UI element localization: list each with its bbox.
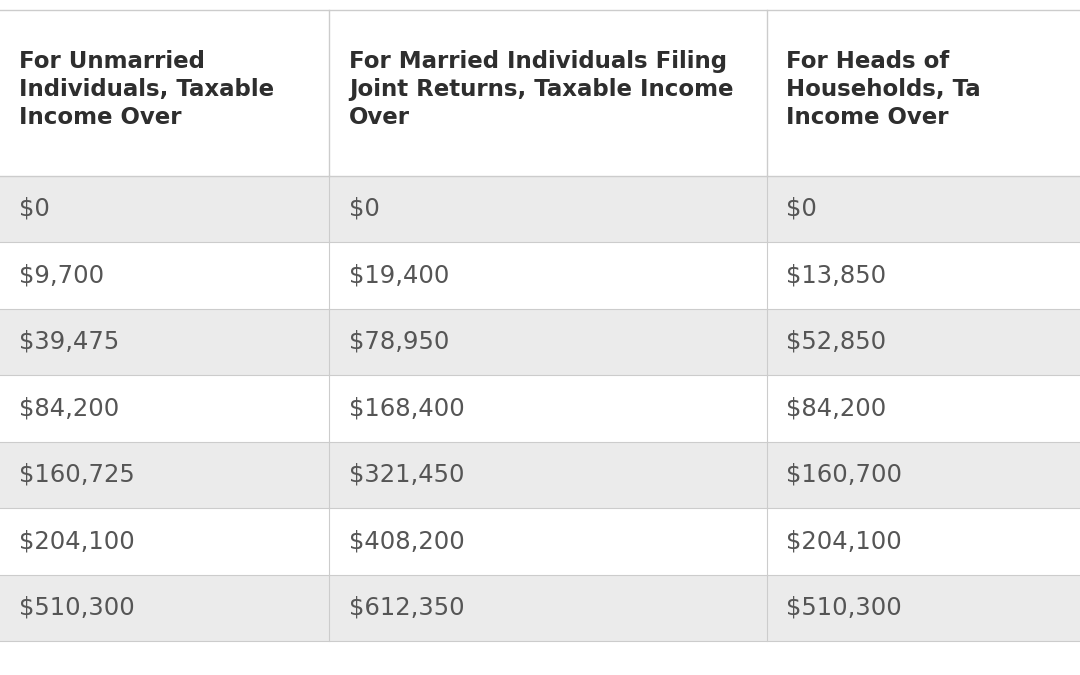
- Text: $9,700: $9,700: [19, 263, 105, 288]
- Text: $39,475: $39,475: [19, 330, 120, 354]
- Text: For Married Individuals Filing
Joint Returns, Taxable Income
Over: For Married Individuals Filing Joint Ret…: [349, 49, 733, 130]
- Text: $612,350: $612,350: [349, 596, 464, 620]
- Text: $204,100: $204,100: [19, 529, 135, 554]
- Text: $160,700: $160,700: [786, 463, 902, 487]
- Bar: [0, 574, 1080, 641]
- Bar: [0, 10, 329, 176]
- Bar: [0, 176, 1080, 242]
- Text: $78,950: $78,950: [349, 330, 449, 354]
- Text: $160,725: $160,725: [19, 463, 135, 487]
- Text: $168,400: $168,400: [349, 396, 464, 421]
- Bar: [0, 375, 1080, 441]
- Text: $510,300: $510,300: [19, 596, 135, 620]
- Text: $52,850: $52,850: [786, 330, 887, 354]
- Text: $0: $0: [786, 197, 818, 221]
- Bar: [0, 308, 1080, 375]
- Text: $0: $0: [349, 197, 380, 221]
- Text: $13,850: $13,850: [786, 263, 887, 288]
- Text: $84,200: $84,200: [786, 396, 887, 421]
- Text: $84,200: $84,200: [19, 396, 120, 421]
- Text: For Heads of
Households, Ta
Income Over: For Heads of Households, Ta Income Over: [786, 49, 981, 130]
- Text: $510,300: $510,300: [786, 596, 902, 620]
- Text: $0: $0: [19, 197, 51, 221]
- Text: $408,200: $408,200: [349, 529, 464, 554]
- Text: For Unmarried
Individuals, Taxable
Income Over: For Unmarried Individuals, Taxable Incom…: [19, 49, 274, 130]
- Bar: [0, 242, 1080, 308]
- Bar: [0, 441, 1080, 508]
- Bar: [0, 508, 1080, 574]
- Text: $321,450: $321,450: [349, 463, 464, 487]
- Bar: [329, 10, 767, 176]
- Text: $204,100: $204,100: [786, 529, 902, 554]
- Bar: [767, 10, 1080, 176]
- Text: $19,400: $19,400: [349, 263, 449, 288]
